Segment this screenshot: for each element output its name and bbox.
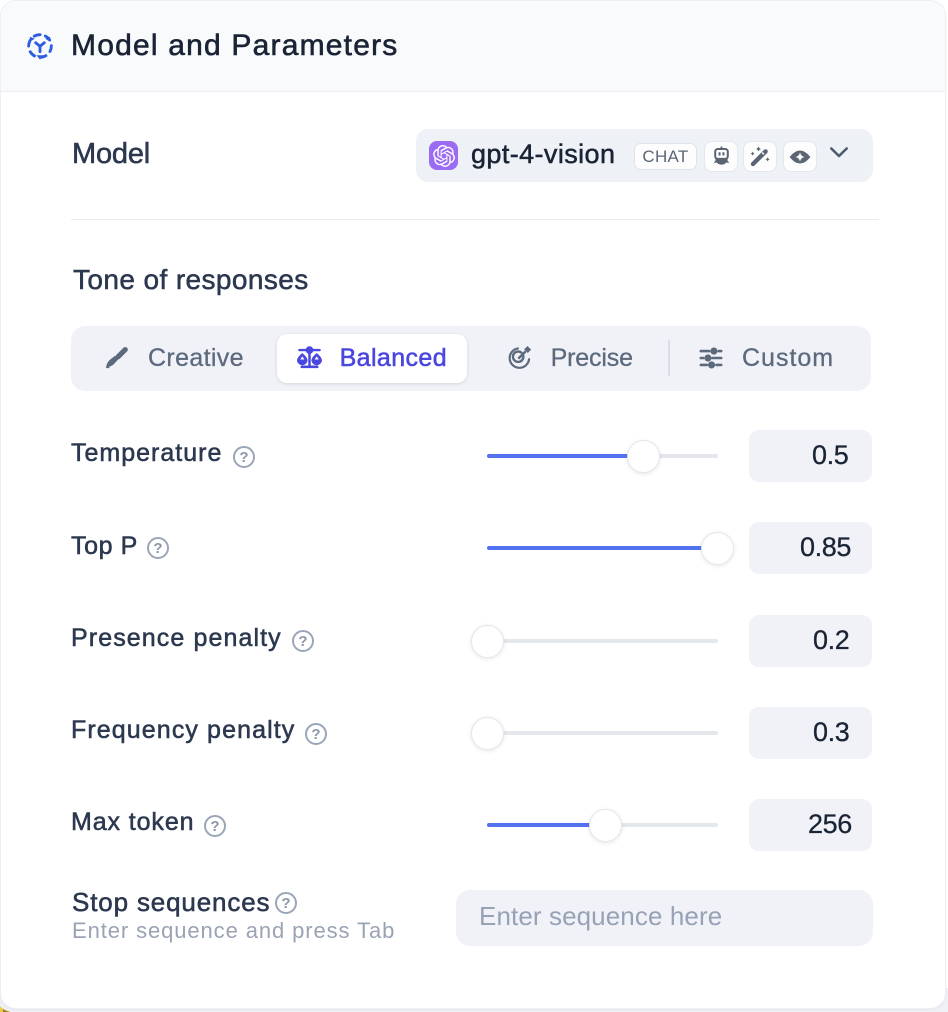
svg-text:?: ? — [153, 540, 162, 557]
svg-text:?: ? — [281, 895, 290, 912]
svg-text:?: ? — [311, 726, 320, 743]
svg-text:?: ? — [298, 633, 307, 650]
svg-text:?: ? — [239, 449, 248, 466]
svg-text:?: ? — [210, 818, 219, 835]
